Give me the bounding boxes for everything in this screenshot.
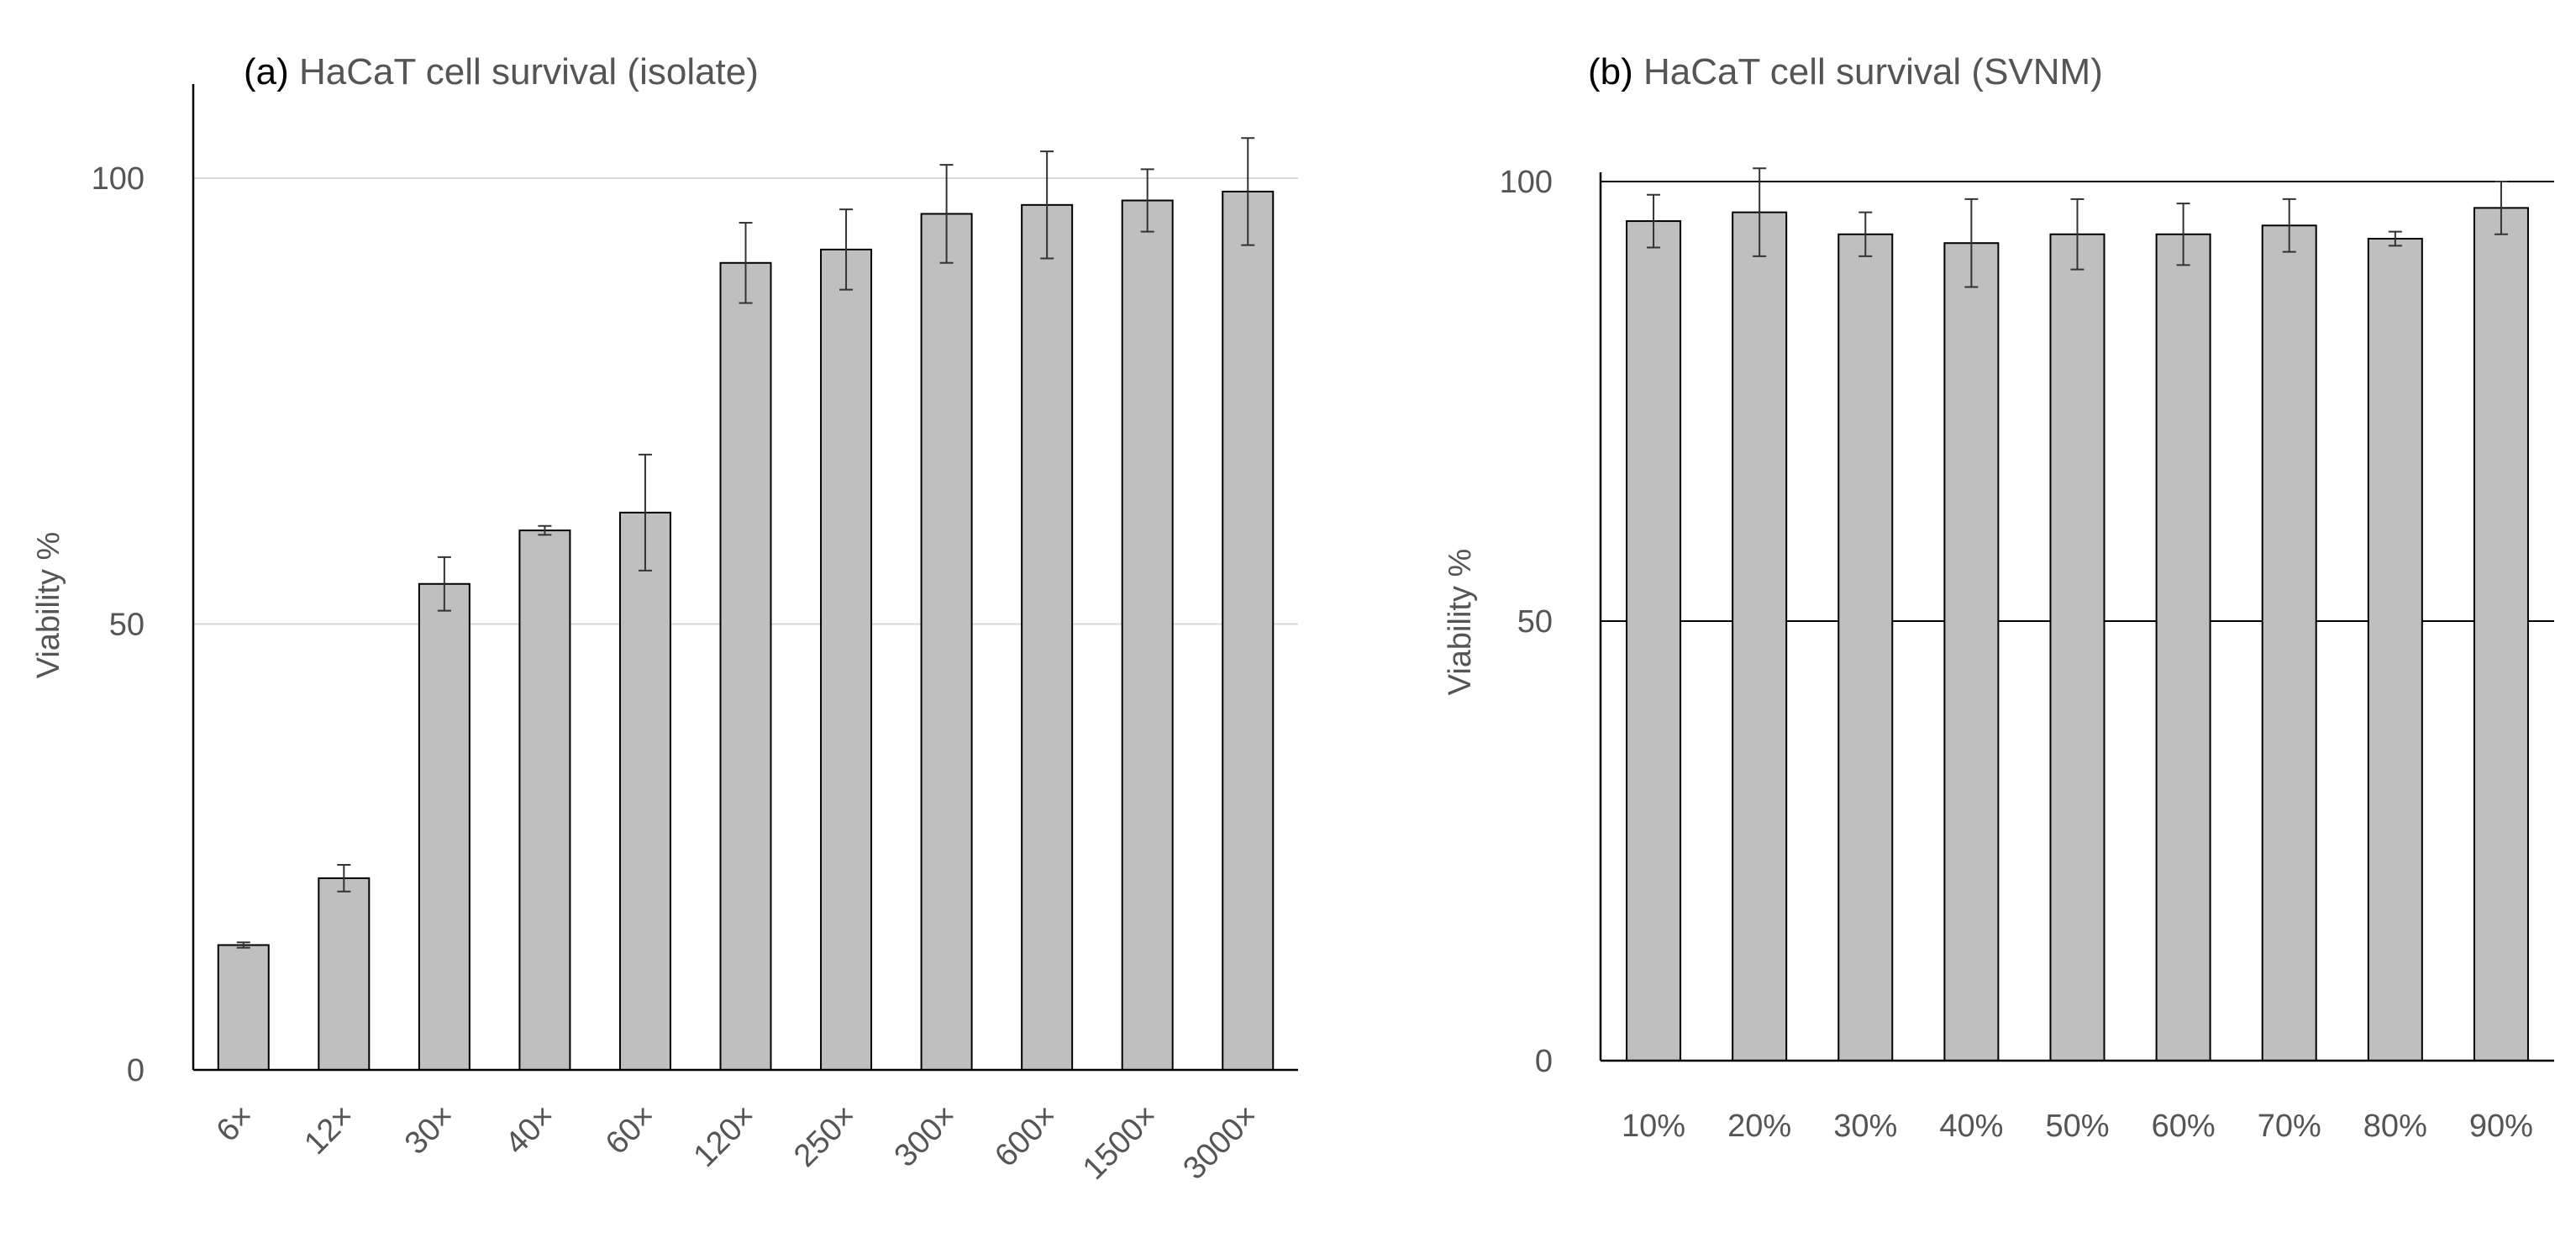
bar <box>2155 233 2211 1062</box>
x-tick-label: 6× <box>210 1098 260 1149</box>
chart-panel-b: (b) HaCaT cell survival (SVNM) 0 50 100 Viab… <box>1443 51 2554 1144</box>
bar <box>1121 199 1174 1071</box>
x-tick-label: 20% <box>1727 1109 1791 1144</box>
x-tick-label: 30× <box>398 1098 461 1162</box>
chart-title: (a) HaCaT cell survival (isolate) <box>244 51 759 92</box>
bar <box>2367 237 2423 1062</box>
x-tick-label: 10% <box>1622 1109 1685 1144</box>
y-tick-label: 0 <box>1535 1044 1553 1079</box>
bar <box>518 529 571 1071</box>
bar <box>618 511 671 1071</box>
x-tick-label: 40× <box>498 1098 561 1162</box>
y-tick-label: 100 <box>92 161 145 197</box>
x-tick-label: 70% <box>2258 1109 2321 1144</box>
bar <box>1222 190 1275 1071</box>
y-tick-label: 50 <box>109 608 145 643</box>
x-tick-label: 250× <box>787 1098 863 1174</box>
x-tick-label: 600× <box>988 1098 1064 1174</box>
bar <box>217 944 270 1071</box>
y-axis-label: Viability % <box>31 532 66 679</box>
x-tick-label: 90% <box>2469 1109 2533 1144</box>
chart-title: (b) HaCaT cell survival (SVNM) <box>1588 51 2103 92</box>
x-tick-label: 120× <box>687 1098 763 1174</box>
x-tick-label: 40% <box>1939 1109 2003 1144</box>
x-tick-label: 60% <box>2152 1109 2216 1144</box>
x-tick-label: 30% <box>1833 1109 1897 1144</box>
y-tick-label: 0 <box>127 1053 145 1088</box>
title-text: HaCaT cell survival (SVNM) <box>1643 51 2103 92</box>
x-tick-label: 3000× <box>1176 1098 1264 1187</box>
x-tick-label: 60× <box>599 1098 662 1162</box>
bar <box>1021 203 1074 1072</box>
bar <box>920 213 973 1071</box>
panel-label: (b) <box>1588 51 1643 92</box>
bar <box>719 261 772 1072</box>
x-tick-label: 80% <box>2363 1109 2427 1144</box>
bar <box>2473 207 2529 1062</box>
bar <box>2261 224 2317 1062</box>
y-tick-label: 100 <box>1500 165 1553 200</box>
bar <box>1626 220 1682 1062</box>
x-tick-label: 50% <box>2045 1109 2109 1144</box>
bar <box>2049 233 2105 1062</box>
y-tick-label: 50 <box>1517 604 1553 640</box>
x-tick-label: 300× <box>888 1098 964 1174</box>
title-text: HaCaT cell survival (isolate) <box>299 51 759 92</box>
bar <box>1837 233 1894 1062</box>
bar <box>318 877 371 1072</box>
y-axis-label: Viability % <box>1443 549 1478 696</box>
x-tick-label: 1500× <box>1076 1098 1164 1187</box>
bar <box>820 248 873 1071</box>
chart-panel-a: (a) HaCaT cell survival (isolate) 0 50 100 V… <box>31 51 1298 1187</box>
bar <box>418 582 471 1071</box>
bar <box>1943 242 2000 1062</box>
panel-label: (a) <box>244 51 299 92</box>
bar <box>1732 211 1788 1062</box>
x-tick-label: 12× <box>297 1098 360 1162</box>
